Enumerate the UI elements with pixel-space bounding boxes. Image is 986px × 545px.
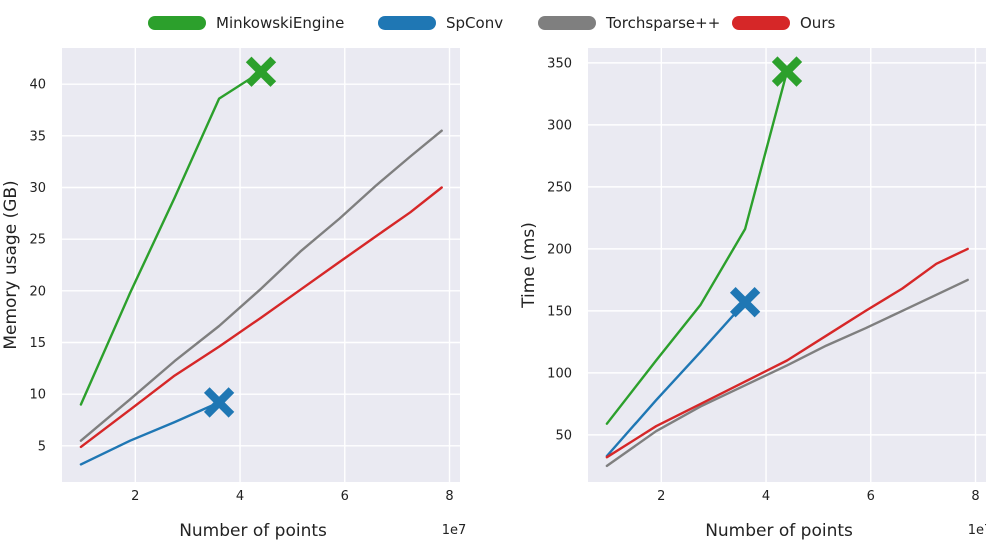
chart2-y-tick-label: 300 [547, 118, 572, 133]
chart2-end-marker-minkowskiengine [771, 56, 803, 87]
chart1-x-tick-label: 2 [131, 489, 139, 504]
chart2-y-tick-label: 250 [547, 180, 572, 195]
chart2-x-tick-label: 4 [762, 489, 770, 504]
chart1-y-tick-label: 5 [38, 439, 46, 454]
legend-label-spconv: SpConv [446, 14, 504, 32]
chart2-y-tick-label: 50 [555, 428, 572, 443]
chart2-y-axis-label: Time (ms) [519, 222, 539, 309]
chart1-y-tick-label: 40 [29, 78, 46, 93]
chart1-y-axis-label: Memory usage (GB) [1, 180, 21, 349]
chart1-y-tick-label: 15 [29, 336, 46, 351]
legend-swatch-minkowskiengine [148, 16, 206, 30]
chart2-series-ours [605, 247, 969, 459]
chart2-plot-background [588, 48, 986, 482]
legend-swatch-torchsparse [538, 16, 596, 30]
legend: MinkowskiEngine SpConv Torchsparse++ Our… [0, 0, 986, 46]
chart2-series-minkowskiengine [605, 70, 789, 425]
chart2-x-offset-text: 1e7 [968, 523, 986, 538]
chart2-x-tick-label: 2 [657, 489, 665, 504]
legend-swatch-spconv [378, 16, 436, 30]
legend-item-spconv: SpConv [378, 10, 503, 36]
legend-item-torchsparse: Torchsparse++ [538, 10, 720, 36]
legend-swatch-ours [732, 16, 790, 30]
chart2-end-marker-spconv [729, 287, 761, 318]
legend-label-minkowskiengine: MinkowskiEngine [216, 14, 345, 32]
legend-label-ours: Ours [800, 14, 836, 32]
chart1-x-axis-label: Number of points [179, 521, 327, 541]
chart1-plot-background [62, 48, 460, 482]
chart1-series-ours [79, 186, 443, 449]
chart1-x-tick-label: 6 [341, 489, 349, 504]
legend-label-torchsparse: Torchsparse++ [606, 14, 721, 32]
chart1-y-tick-label: 35 [29, 129, 46, 144]
chart1-series-minkowskiengine [79, 70, 263, 406]
chart1-x-tick-label: 4 [236, 489, 244, 504]
chart1-x-offset-text: 1e7 [442, 523, 467, 538]
chart2-x-axis-label: Number of points [705, 521, 853, 541]
chart2-y-tick-label: 150 [547, 304, 572, 319]
chart1-y-tick-label: 30 [29, 181, 46, 196]
chart1-series-spconv [79, 401, 221, 466]
chart2-y-tick-label: 100 [547, 366, 572, 381]
chart1-y-tick-label: 20 [29, 284, 46, 299]
chart2-x-tick-label: 6 [867, 489, 875, 504]
chart1-end-marker-minkowskiengine [245, 56, 277, 87]
chart2-y-tick-label: 350 [547, 56, 572, 71]
chart2-y-tick-label: 200 [547, 242, 572, 257]
chart2-x-tick-label: 8 [971, 489, 979, 504]
chart1-y-tick-label: 25 [29, 233, 46, 248]
legend-item-minkowskiengine: MinkowskiEngine [148, 10, 344, 36]
chart2-series-torchsparse [605, 278, 969, 468]
legend-item-ours: Ours [732, 10, 835, 36]
chart1-end-marker-spconv [203, 387, 235, 418]
chart1-series-torchsparse [79, 129, 443, 442]
chart2-series-spconv [605, 301, 747, 458]
chart1-x-tick-label: 8 [445, 489, 453, 504]
chart1-y-tick-label: 10 [29, 388, 46, 403]
